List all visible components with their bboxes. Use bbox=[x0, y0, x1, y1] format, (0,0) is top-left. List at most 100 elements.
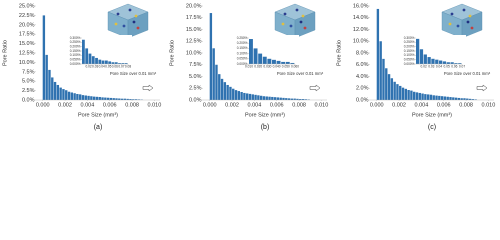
bar bbox=[285, 98, 288, 100]
y-tick-label: 5.0% bbox=[22, 79, 35, 85]
y-tick-label: 0.150% bbox=[70, 49, 81, 53]
y-tick-label: 0.250% bbox=[70, 40, 81, 44]
x-tick-label: 0.004 bbox=[248, 102, 262, 108]
x-tick-label: 0.040 bbox=[273, 64, 281, 68]
bar bbox=[91, 56, 95, 64]
y-tick-label: 12.0% bbox=[353, 27, 369, 33]
bar bbox=[454, 97, 458, 100]
x-axis-label: Pore Size (mm³) bbox=[412, 112, 452, 118]
bar bbox=[387, 74, 391, 100]
x-axis-label: Pore Size (mm³) bbox=[245, 112, 285, 118]
bar bbox=[212, 48, 215, 100]
bar bbox=[249, 39, 253, 64]
pore-dot bbox=[466, 20, 470, 24]
bar bbox=[442, 61, 447, 64]
bar bbox=[423, 54, 427, 64]
page: Pore Ratio Pore Size (mm³) (a) 0.0% 2.5% 5.0%… bbox=[2, 3, 496, 131]
bar bbox=[399, 85, 402, 100]
bar bbox=[109, 97, 113, 100]
y-axis-label: Pore Ratio bbox=[169, 40, 175, 66]
panel-caption: (c) bbox=[428, 124, 436, 131]
bar bbox=[56, 84, 60, 100]
y-tick-label: 0.0% bbox=[189, 97, 202, 103]
bar bbox=[271, 96, 274, 100]
pore-dot bbox=[132, 20, 136, 24]
bar bbox=[301, 99, 305, 100]
bar bbox=[382, 58, 385, 100]
y-tick-label: 0.0% bbox=[356, 97, 369, 103]
pore-dot bbox=[136, 26, 140, 30]
bar bbox=[248, 93, 252, 100]
bar bbox=[92, 96, 96, 100]
bar bbox=[293, 98, 296, 100]
bar bbox=[379, 41, 382, 100]
bar bbox=[129, 99, 132, 100]
x-tick-label: 0.07 bbox=[118, 64, 124, 68]
bar bbox=[229, 86, 232, 100]
pore-dot bbox=[462, 8, 466, 12]
figure: Pore Ratio Pore Size (mm³) (a) 0.0% 2.5% 5.0%… bbox=[2, 3, 495, 131]
bar bbox=[105, 60, 108, 64]
bar bbox=[265, 96, 268, 100]
bar bbox=[95, 96, 99, 100]
pore-dot bbox=[289, 24, 293, 28]
pore-dot bbox=[128, 8, 132, 12]
bar bbox=[385, 68, 388, 100]
bar bbox=[401, 87, 405, 100]
y-tick-label: 0.200% bbox=[404, 45, 415, 49]
x-tick-label: 0.000 bbox=[203, 102, 217, 108]
y-tick-label: 0.000% bbox=[237, 62, 248, 66]
x-tick-label: 0.020 bbox=[254, 64, 262, 68]
y-axis-label: Pore Ratio bbox=[336, 40, 342, 66]
y-tick-label: 20.0% bbox=[186, 3, 202, 9]
bar bbox=[114, 62, 118, 64]
bar bbox=[237, 91, 241, 100]
bar bbox=[243, 92, 246, 100]
bar bbox=[396, 84, 399, 100]
y-tick-label: 10.0% bbox=[353, 39, 369, 45]
x-tick-label: 0.002 bbox=[225, 102, 239, 108]
x-tick-label: 0.03 bbox=[92, 64, 98, 68]
bar bbox=[76, 93, 79, 100]
x-tick-label: 0.006 bbox=[437, 102, 451, 108]
bar bbox=[90, 96, 93, 100]
bar bbox=[285, 61, 290, 64]
x-tick-label: 0.010 bbox=[148, 102, 162, 108]
bar bbox=[95, 57, 98, 64]
bar bbox=[70, 92, 74, 100]
x-tick-label: 0.02 bbox=[85, 64, 91, 68]
x-tick-label: 0.05 bbox=[444, 64, 450, 68]
pore-dot bbox=[301, 14, 305, 18]
bar bbox=[460, 98, 463, 100]
bar bbox=[282, 97, 285, 100]
bar bbox=[262, 96, 266, 100]
x-tick-label: 0.004 bbox=[81, 102, 95, 108]
x-tick-label: 0.000 bbox=[36, 102, 50, 108]
x-tick-label: 0.008 bbox=[292, 102, 306, 108]
bar bbox=[98, 59, 102, 64]
bar bbox=[435, 95, 438, 100]
bar bbox=[254, 94, 257, 100]
pore-dot bbox=[470, 26, 474, 30]
x-tick-label: 0.008 bbox=[125, 102, 139, 108]
bar bbox=[393, 81, 396, 100]
bar bbox=[65, 90, 68, 100]
bar bbox=[226, 84, 229, 100]
pore-image bbox=[274, 3, 316, 39]
x-tick-label: 0.03 bbox=[428, 64, 434, 68]
bar bbox=[118, 63, 121, 64]
y-tick-label: 15.0% bbox=[19, 41, 35, 47]
y-tick-label: 0.300% bbox=[404, 36, 415, 40]
y-tick-label: 0.250% bbox=[404, 40, 415, 44]
y-tick-label: 0.150% bbox=[237, 46, 248, 50]
bar bbox=[474, 99, 477, 100]
y-tick-label: 10.0% bbox=[19, 60, 35, 66]
x-tick-label: 0.06 bbox=[112, 64, 118, 68]
bar bbox=[126, 98, 129, 100]
bar bbox=[67, 91, 71, 100]
y-tick-label: 0.250% bbox=[237, 36, 248, 40]
y-tick-label: 2.5% bbox=[22, 88, 35, 94]
bar bbox=[290, 98, 294, 100]
bar bbox=[215, 64, 218, 100]
bar bbox=[121, 63, 125, 64]
